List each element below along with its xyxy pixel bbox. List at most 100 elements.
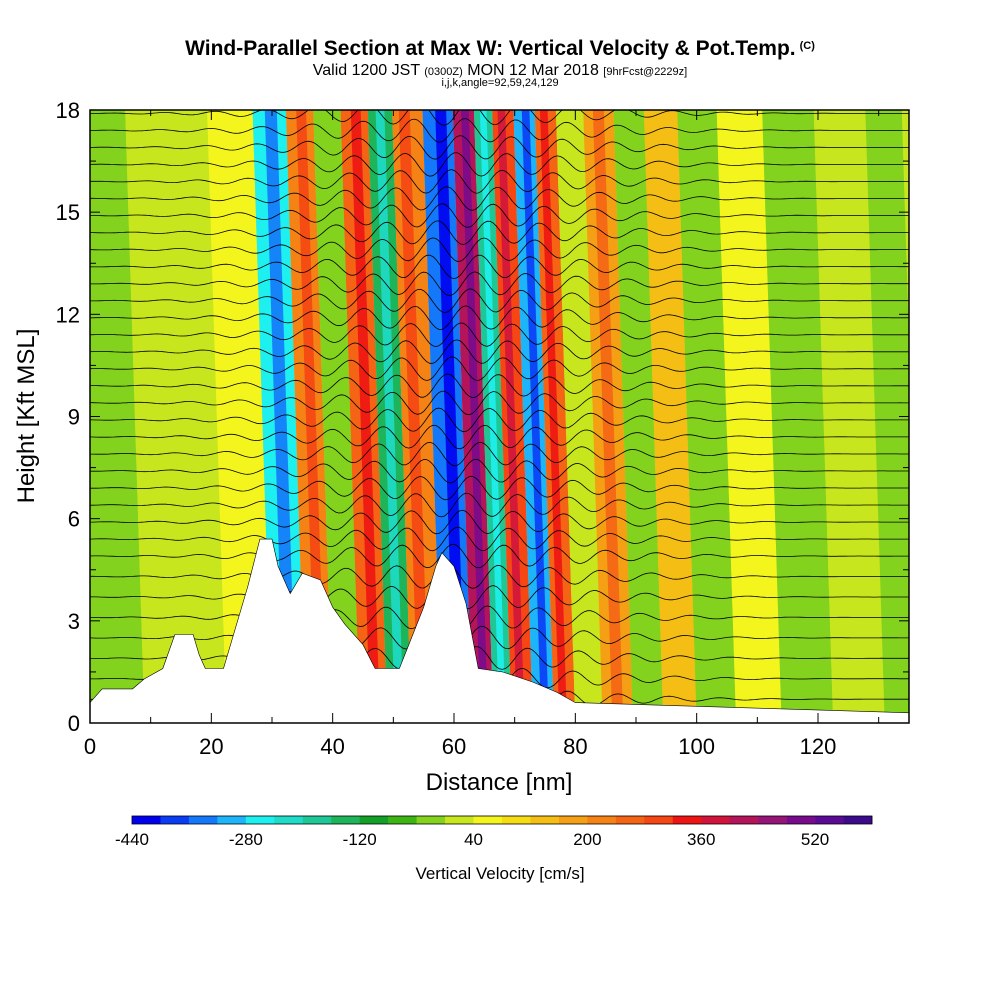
colorbar-swatch	[729, 816, 759, 824]
velocity-band	[643, 110, 697, 723]
colorbar-swatch	[160, 816, 190, 824]
theta-contour	[90, 475, 909, 501]
colorbar-title: Vertical Velocity [cm/s]	[415, 864, 585, 883]
velocity-band-core	[375, 110, 404, 723]
colorbar-swatch	[530, 816, 560, 824]
x-tick-label: 20	[199, 734, 223, 759]
theta-contour	[90, 110, 909, 126]
colorbar-swatch	[672, 816, 702, 824]
chart-subtitle: Valid 1200 JST (0300Z) MON 12 Mar 2018 […	[0, 62, 1000, 80]
velocity-band	[125, 110, 227, 723]
colorbar-swatch	[701, 816, 730, 824]
theta-contour	[90, 118, 909, 143]
theta-contour	[90, 526, 909, 552]
valid-date: MON 12 Mar 2018	[467, 62, 599, 79]
colorbar-swatch	[473, 816, 503, 824]
colorbar-swatch	[615, 816, 645, 824]
theta-contour	[90, 288, 909, 314]
colorbar: -440 -280 -120 40 200 360 520	[115, 815, 873, 849]
colorbar-swatch	[132, 816, 161, 824]
title-mark: (C)	[799, 40, 815, 52]
velocity-band	[716, 110, 782, 723]
y-tick-label: 9	[68, 405, 80, 430]
velocity-band-core	[479, 110, 506, 723]
velocity-band	[813, 110, 885, 723]
theta-contour	[90, 458, 909, 484]
colorbar-swatch	[815, 816, 844, 824]
theta-contour	[90, 390, 909, 416]
velocity-band-core	[398, 110, 430, 723]
theta-contour	[90, 237, 909, 262]
y-axis: 0 3 6 9 12 15 18	[56, 98, 909, 736]
terrain-profile	[90, 538, 909, 723]
x-tick-label: 120	[800, 734, 837, 759]
colorbar-swatch	[388, 816, 417, 824]
colorbar-swatch	[245, 816, 275, 824]
x-axis-label: Distance [nm]	[426, 769, 573, 796]
theta-contour	[90, 339, 909, 364]
theta-contour	[90, 407, 909, 433]
velocity-band-core	[264, 110, 297, 723]
theta-contour	[90, 322, 909, 348]
theta-contour	[90, 220, 909, 245]
velocity-band-core	[296, 110, 326, 723]
colorbar-tick-label: -280	[229, 830, 263, 849]
colorbar-swatch	[786, 816, 816, 824]
velocity-band-core	[592, 110, 624, 723]
velocity-band-core	[539, 110, 568, 723]
y-tick-label: 12	[56, 302, 80, 327]
colorbar-swatch	[416, 816, 446, 824]
potential-temperature-contours	[90, 110, 909, 712]
theta-contour	[90, 424, 909, 450]
terrain	[90, 538, 909, 723]
theta-contour	[90, 509, 909, 535]
theta-contour	[90, 584, 909, 610]
colorbar-swatch	[502, 816, 531, 824]
y-tick-label: 15	[56, 200, 80, 225]
y-axis-label: Height [Kft MSL]	[13, 329, 40, 504]
x-tick-label: 0	[84, 734, 96, 759]
x-axis: 0 20 40 60 80 100 120	[84, 110, 880, 759]
velocity-band	[677, 110, 737, 723]
velocity-band	[313, 110, 360, 723]
colorbar-swatch	[188, 816, 218, 824]
colorbar-swatch	[843, 816, 873, 824]
colorbar-tick-label: -120	[343, 830, 377, 849]
colorbar-tick-label: 40	[464, 830, 483, 849]
colorbar-tick-label: 200	[573, 830, 601, 849]
y-tick-label: 3	[68, 609, 80, 634]
theta-contour	[90, 492, 909, 518]
colorbar-tick-label: 360	[687, 830, 715, 849]
y-tick-label: 6	[68, 507, 80, 532]
velocity-band	[555, 110, 603, 723]
colorbar-swatch	[274, 816, 304, 824]
velocity-band	[865, 110, 909, 723]
theta-contour	[90, 543, 909, 569]
theta-contour	[90, 373, 909, 399]
colorbar-tick-label: 520	[801, 830, 829, 849]
velocity-band-core	[435, 110, 466, 723]
colorbar-swatch	[558, 816, 588, 824]
theta-contour	[90, 305, 909, 330]
theta-contour	[90, 271, 909, 296]
theta-contour	[90, 152, 909, 177]
colorbar-swatch	[644, 816, 674, 824]
velocity-band	[762, 110, 834, 723]
theta-contour	[90, 625, 909, 651]
valid-zulu: (0300Z)	[424, 66, 463, 78]
theta-contour	[90, 186, 909, 211]
velocity-band-core	[497, 110, 525, 723]
valid-time: Valid 1200 JST	[312, 62, 420, 79]
grid-indices: i,j,k,angle=92,59,24,129	[441, 77, 559, 89]
colorbar-swatch	[758, 816, 787, 824]
x-tick-label: 40	[320, 734, 344, 759]
x-tick-label: 100	[678, 734, 715, 759]
chart-title: Wind-Parallel Section at Max W: Vertical…	[185, 37, 815, 60]
theta-contour	[90, 646, 909, 671]
x-tick-label: 60	[442, 734, 466, 759]
colorbar-swatch	[445, 816, 474, 824]
colorbar-swatch	[331, 816, 360, 824]
theta-contour	[90, 441, 909, 467]
velocity-band-core	[350, 110, 381, 723]
colorbar-swatch	[217, 816, 247, 824]
